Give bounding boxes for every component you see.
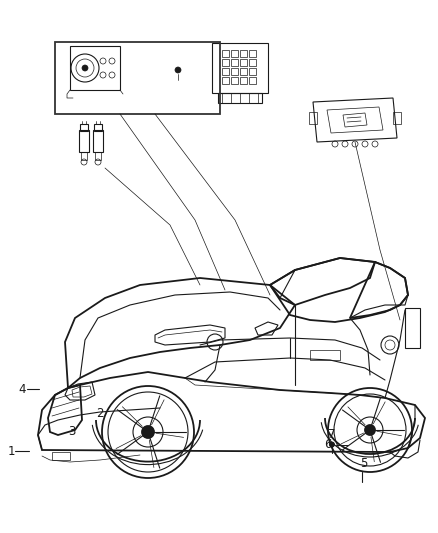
Bar [80,124,88,131]
Bar [94,124,102,131]
Bar [249,50,256,57]
Text: 3: 3 [69,425,76,438]
Text: 4: 4 [19,383,26,395]
Bar [222,68,229,75]
Bar [212,43,268,93]
Bar [218,93,262,103]
Bar [93,130,103,152]
Text: 2: 2 [96,407,104,419]
Text: 6: 6 [324,438,332,451]
Text: 5: 5 [360,457,367,470]
Circle shape [82,65,88,71]
Bar [249,68,256,75]
Circle shape [329,442,335,447]
Circle shape [142,426,154,438]
Bar [240,59,247,66]
Bar [405,308,420,348]
Bar [249,59,256,66]
Bar [52,452,70,460]
Bar [222,77,229,84]
Text: 7: 7 [328,429,336,441]
Bar [231,68,238,75]
Bar [95,152,101,160]
Bar [249,77,256,84]
Bar [310,350,340,360]
Bar [240,77,247,84]
Bar [55,42,220,114]
Bar [240,68,247,75]
Bar [309,112,317,124]
Text: 1: 1 [7,445,15,458]
Bar [240,50,247,57]
Circle shape [175,67,181,73]
Bar [231,77,238,84]
Circle shape [365,425,375,435]
Bar [393,112,401,124]
Bar [81,152,87,160]
Bar [231,59,238,66]
Bar [222,50,229,57]
Bar [79,130,89,152]
Bar [70,46,120,90]
Bar [231,50,238,57]
Bar [222,59,229,66]
